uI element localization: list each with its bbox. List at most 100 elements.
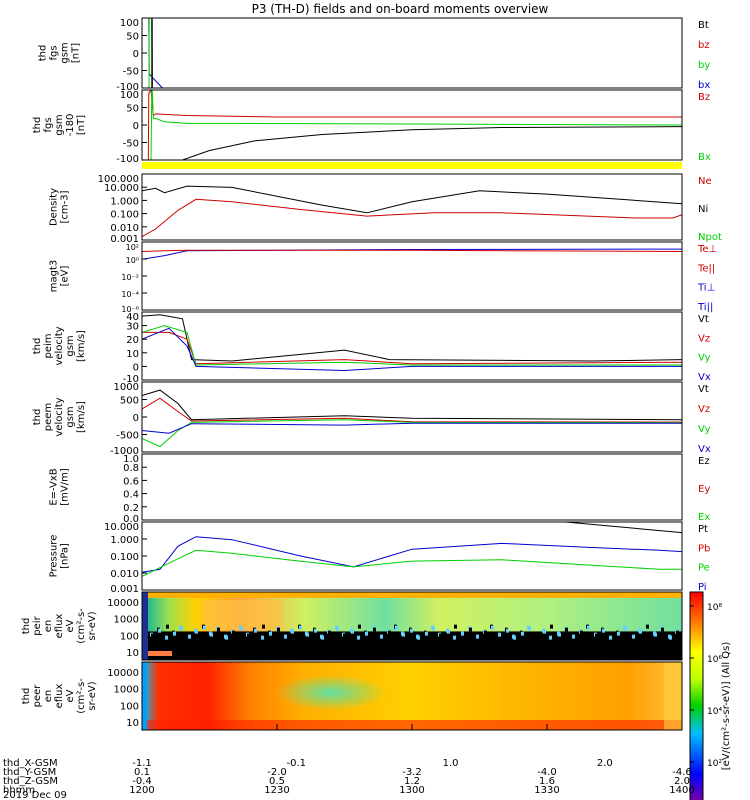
y-tick-label: 50	[126, 104, 139, 115]
panel-frame	[141, 173, 683, 241]
series-Ez-line	[493, 519, 513, 520]
y-axis-label: -180	[65, 114, 76, 137]
panel-1: 100 50 0 -50 -100 Bt bz by bx thd fgs gsm [nT]	[38, 17, 710, 93]
x-axis-value: -2.0	[267, 767, 287, 778]
legend-Bz: Bz	[698, 92, 710, 103]
y-tick-label: 20	[126, 335, 139, 346]
y-axis-label: thd	[38, 45, 49, 62]
y-axis-label: thd	[21, 618, 32, 635]
y-tick-label: 0	[133, 49, 139, 60]
series-Pe-line	[142, 549, 682, 577]
series-Vt-line	[142, 389, 682, 421]
y-axis-label: eV	[65, 689, 76, 702]
panel-10: 10000 1000 100 10 thd peer en eflux eV (cm²-s-sr-…	[21, 661, 683, 731]
x-axis-row-label: thd_Y-GSM	[3, 767, 56, 778]
y-tick-label: 1.000	[110, 535, 139, 546]
y-axis-label: peem	[43, 403, 54, 431]
panel-2: 100 50 0 -50 -100 Bz Bx thd fgs gsm -180 [nT]	[32, 89, 711, 165]
y-tick-label: 100	[120, 90, 139, 101]
x-axis-value: -0.1	[287, 758, 307, 769]
panel-9: 10000 1000 100 10 thd peir en eflux eV (cm²-s-sr-…	[21, 591, 683, 661]
y-tick-label: 10⁻²	[121, 273, 139, 282]
y-tick-label: 10.000	[104, 183, 139, 194]
x-axis-value: -3.2	[402, 767, 422, 778]
y-tick-label: -100	[116, 154, 139, 165]
x-axis-value: -4.0	[537, 767, 557, 778]
y-axis-label: [km/s]	[76, 401, 87, 433]
figure-title: P3 (TH-D) fields and on-board moments ov…	[252, 2, 549, 16]
legend-Vz: Vz	[698, 404, 710, 415]
y-tick-label: -1000	[110, 446, 139, 457]
panel-frame	[141, 241, 683, 311]
series-Vz-line	[142, 331, 682, 365]
series-Bz-line	[147, 90, 682, 160]
legend-by: by	[698, 60, 710, 71]
colorbar-tick-label: 10⁶	[707, 655, 722, 665]
y-axis-label: gsm	[60, 42, 71, 63]
y-axis-label: (cm²-s-	[76, 608, 87, 644]
panel-frame	[141, 89, 683, 161]
colorbar: 10⁸10⁶10⁴10²10⁰ [eV/(cm²-s-sr-eV)] (All …	[689, 591, 732, 800]
legend-Ez: Ez	[698, 456, 710, 467]
y-axis-label: gsm	[54, 114, 65, 135]
y-axis-label: fgs	[43, 117, 54, 132]
y-axis-label: en	[43, 690, 54, 703]
x-axis-value: -0.4	[132, 776, 152, 787]
y-axis-label: en	[43, 620, 54, 633]
x-axis-value: 1330	[534, 785, 559, 796]
y-tick-label: 10000	[107, 668, 139, 679]
y-tick-label: 1.000	[110, 196, 139, 207]
legend-Npot: Npot	[698, 232, 722, 243]
y-tick-label: 0.4	[123, 490, 139, 501]
y-axis-label: thd	[21, 688, 32, 705]
date-label: 2019 Dec 09	[3, 790, 67, 800]
y-tick-label: 0	[133, 413, 139, 424]
y-axis-label: eflux	[54, 684, 65, 709]
spectrogram	[142, 592, 682, 660]
y-axis-label: eflux	[54, 614, 65, 639]
y-tick-label: -100	[116, 82, 139, 93]
panel-4: 10² 10⁰ 10⁻² 10⁻⁴ 10⁻⁶ Te⊥ Te|| Ti⊥ Ti|| magt3 [eV…	[49, 241, 717, 314]
y-axis-label: peir	[32, 615, 43, 635]
y-tick-label: 10²	[126, 243, 139, 252]
y-tick-label: 0.2	[123, 503, 139, 514]
y-axis-label: [nT]	[71, 43, 82, 63]
series-Bt-line	[182, 126, 682, 160]
panel-frame	[141, 381, 683, 453]
y-tick-label: 0	[133, 121, 139, 132]
y-tick-label: 40	[126, 312, 139, 323]
y-tick-label: 10⁻⁴	[121, 290, 139, 299]
x-axis-value: -1.1	[132, 758, 152, 769]
y-tick-label: 1000	[114, 685, 139, 696]
y-tick-label: 0.6	[123, 476, 139, 487]
y-axis-label: sr-eV)	[87, 681, 98, 710]
y-tick-label: 10	[126, 349, 139, 360]
y-tick-label: 0.100	[110, 552, 139, 563]
series-Vx-line	[142, 422, 682, 434]
legend-Te: Te||	[697, 263, 715, 274]
y-axis-label: sr-eV)	[87, 611, 98, 640]
legend-Pi: Pi	[698, 582, 707, 593]
y-tick-label: 10⁰	[126, 256, 139, 265]
colorbar-tick-label: 10²	[707, 759, 722, 769]
panel-8: 10.000 1.000 0.100 0.010 0.001 Pt Pb Pe Pi Pressu…	[49, 521, 710, 595]
y-axis-label: magt3	[49, 260, 60, 293]
y-tick-label: 0.010	[110, 223, 139, 234]
legend-Pb: Pb	[698, 543, 710, 554]
x-axis-value: 2.0	[597, 758, 613, 769]
y-tick-label: 1000	[114, 615, 139, 626]
y-axis-label: [km/s]	[76, 330, 87, 362]
y-axis-label: velocity	[54, 326, 65, 365]
y-tick-label: 0.8	[123, 463, 139, 474]
y-axis-label: eV	[65, 619, 76, 632]
legend-Vz: Vz	[698, 333, 710, 344]
status-bar	[142, 162, 682, 169]
legend-Ni: Ni	[698, 204, 708, 215]
legend-Ex: Ex	[698, 512, 710, 523]
y-tick-label: 50	[126, 32, 139, 43]
y-tick-label: 0.100	[110, 210, 139, 221]
legend-Vt: Vt	[698, 384, 709, 395]
legend-Pe: Pe	[698, 563, 710, 574]
